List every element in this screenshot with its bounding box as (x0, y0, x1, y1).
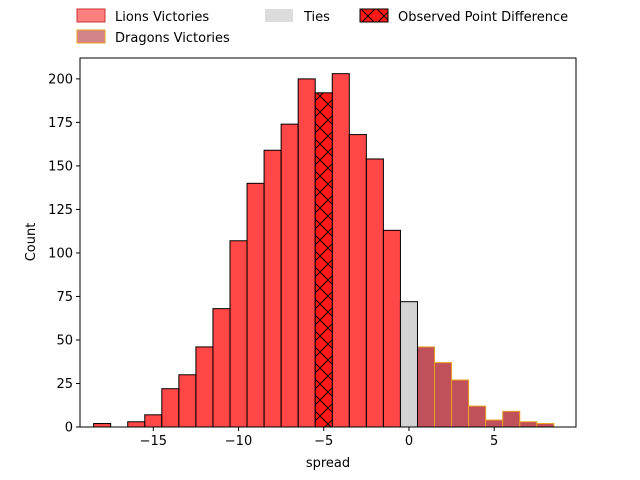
x-tick-label: −15 (140, 434, 167, 449)
x-tick-label: 0 (405, 434, 413, 449)
y-ticks: 0 25 50 75 100 125 150 175 200 (48, 72, 80, 436)
lions-bar (195, 346, 214, 428)
observed-bar (314, 92, 333, 428)
lions-bar (127, 421, 146, 428)
lions-bar (382, 229, 401, 428)
legend-swatch-lions (76, 8, 106, 23)
dragons-bar (485, 419, 504, 428)
dragons-bar (519, 421, 538, 428)
dragons-bar (536, 423, 555, 428)
y-tick-label: 75 (56, 290, 73, 305)
lions-bar (93, 423, 112, 428)
dragons-bar (416, 346, 436, 428)
y-tick-label: 100 (48, 246, 73, 261)
legend-swatch-observed (359, 8, 389, 23)
legend-label-dragons: Dragons Victories (115, 31, 230, 46)
lions-bar (365, 158, 384, 428)
lions-bar (280, 123, 299, 428)
lions-bar (212, 308, 231, 428)
legend: Lions Victories Dragons Victories Ties O… (76, 8, 568, 46)
lions-bar (297, 78, 316, 428)
lions-bar (144, 414, 163, 428)
dragons-bar (451, 379, 470, 428)
lions-bar (263, 149, 282, 428)
x-tick-label: 5 (490, 434, 498, 449)
ties-bar (399, 301, 418, 428)
y-tick-label: 150 (48, 159, 73, 174)
legend-label-observed: Observed Point Difference (398, 10, 568, 25)
dragons-bar (434, 362, 453, 428)
lions-bar (246, 182, 265, 428)
y-tick-label: 125 (48, 203, 73, 218)
y-axis-label: Count (24, 223, 39, 262)
legend-swatch-dragons (76, 29, 106, 44)
y-tick-label: 50 (56, 333, 73, 348)
plot-frame (79, 57, 577, 428)
lions-bar (161, 388, 180, 428)
y-tick-label: 0 (65, 421, 73, 436)
bars-layer (93, 73, 555, 428)
dragons-bar (502, 410, 521, 428)
lions-bar (178, 374, 197, 428)
legend-label-lions: Lions Victories (115, 10, 209, 25)
dragons-bar (468, 405, 487, 428)
y-tick-label: 175 (48, 116, 73, 131)
x-axis-label: spread (306, 456, 350, 471)
lions-bar (348, 134, 367, 428)
x-tick-label: −10 (225, 434, 252, 449)
lions-bar (229, 240, 248, 428)
legend-label-ties: Ties (303, 10, 330, 25)
x-ticks: −15 −10 −5 0 5 (140, 427, 498, 449)
y-tick-label: 25 (56, 377, 73, 392)
x-tick-label: −5 (314, 434, 333, 449)
y-tick-label: 200 (48, 72, 73, 87)
legend-swatch-ties (265, 9, 293, 22)
lions-bar (331, 73, 350, 428)
